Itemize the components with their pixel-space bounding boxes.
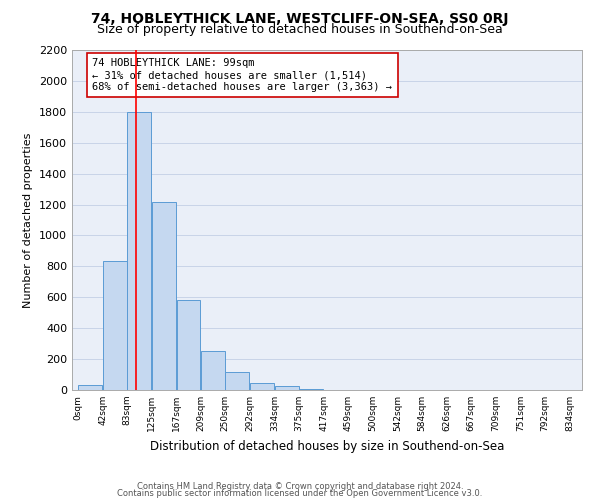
Y-axis label: Number of detached properties: Number of detached properties bbox=[23, 132, 34, 308]
Text: Size of property relative to detached houses in Southend-on-Sea: Size of property relative to detached ho… bbox=[97, 22, 503, 36]
Bar bbox=[201, 350, 225, 390]
Bar bbox=[127, 112, 151, 390]
Bar bbox=[78, 386, 102, 390]
X-axis label: Distribution of detached houses by size in Southend-on-Sea: Distribution of detached houses by size … bbox=[150, 440, 504, 452]
Text: 74 HOBLEYTHICK LANE: 99sqm
← 31% of detached houses are smaller (1,514)
68% of s: 74 HOBLEYTHICK LANE: 99sqm ← 31% of deta… bbox=[92, 58, 392, 92]
Text: Contains public sector information licensed under the Open Government Licence v3: Contains public sector information licen… bbox=[118, 490, 482, 498]
Bar bbox=[176, 300, 200, 390]
Bar bbox=[275, 386, 299, 390]
Bar bbox=[299, 389, 323, 390]
Bar bbox=[226, 372, 250, 390]
Bar bbox=[250, 383, 274, 390]
Text: 74, HOBLEYTHICK LANE, WESTCLIFF-ON-SEA, SS0 0RJ: 74, HOBLEYTHICK LANE, WESTCLIFF-ON-SEA, … bbox=[91, 12, 509, 26]
Text: Contains HM Land Registry data © Crown copyright and database right 2024.: Contains HM Land Registry data © Crown c… bbox=[137, 482, 463, 491]
Bar bbox=[103, 261, 127, 390]
Bar bbox=[152, 202, 176, 390]
